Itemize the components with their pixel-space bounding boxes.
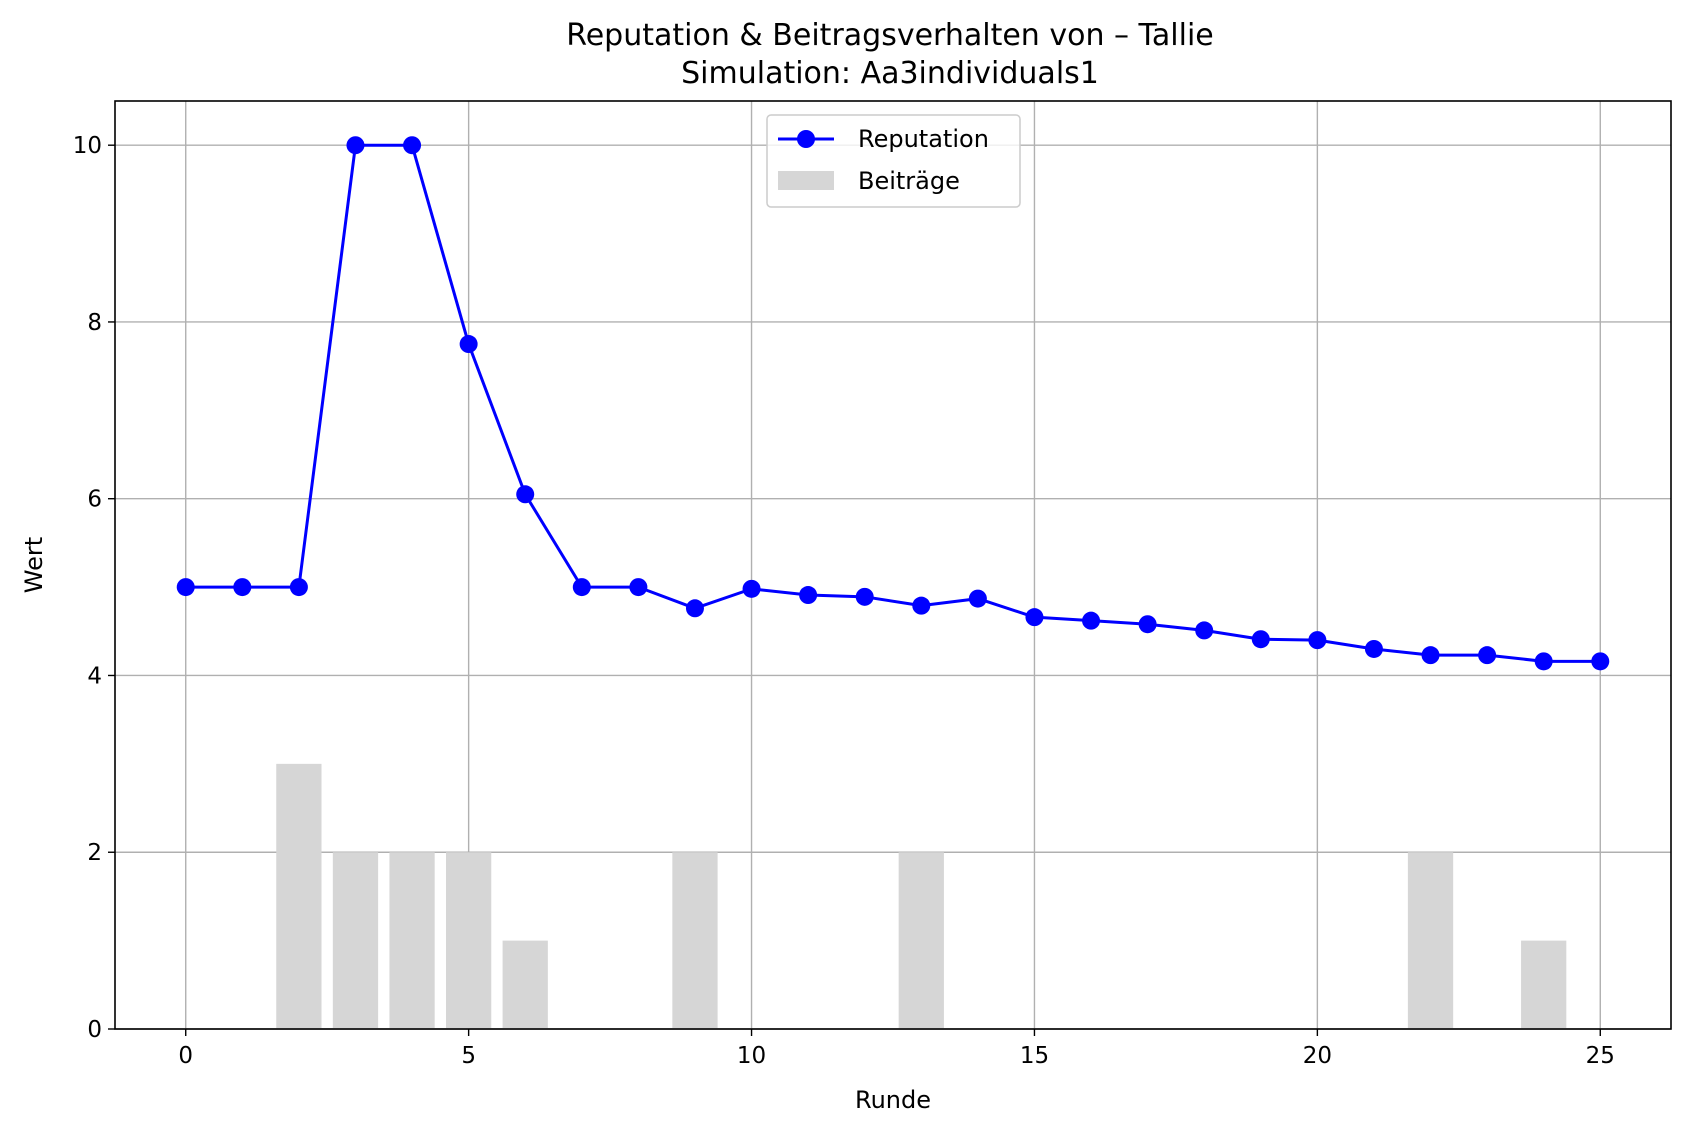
reputation-point <box>1421 646 1440 665</box>
y-tick-label: 10 <box>73 133 102 159</box>
reputation-point <box>1251 630 1270 649</box>
reputation-point <box>403 136 422 155</box>
x-tick-label: 0 <box>178 1043 193 1069</box>
reputation-point <box>233 578 252 597</box>
y-tick-label: 4 <box>87 663 102 689</box>
x-tick-label: 20 <box>1303 1043 1332 1069</box>
chart-subtitle: Simulation: Aa3individuals1 <box>681 56 1099 91</box>
y-tick-label: 6 <box>87 487 102 513</box>
y-tick-label: 8 <box>87 310 102 336</box>
plot-frame <box>114 100 1672 1030</box>
reputation-point <box>685 599 704 618</box>
reputation-point <box>289 578 308 597</box>
contribution-bar <box>332 852 379 1029</box>
x-tick-label: 25 <box>1586 1043 1615 1069</box>
x-tick-label: 5 <box>461 1043 476 1069</box>
reputation-point <box>176 578 195 597</box>
reputation-point <box>1364 639 1383 658</box>
reputation-point <box>1308 631 1327 650</box>
reputation-point <box>629 578 648 597</box>
reputation-point <box>1195 621 1214 640</box>
x-tick-label: 15 <box>1020 1043 1049 1069</box>
legend-reputation-marker <box>797 130 815 148</box>
contribution-bars <box>276 763 1567 1029</box>
reputation-point <box>855 587 874 606</box>
contribution-bar <box>276 763 322 1029</box>
reputation-line <box>176 136 1610 671</box>
x-axis-ticks: 0 5 10 15 20 25 <box>178 1029 1615 1069</box>
contribution-bar <box>1521 940 1567 1029</box>
legend-reputation-label: Reputation <box>858 125 989 153</box>
reputation-point <box>1025 608 1044 627</box>
contribution-bar <box>502 940 548 1029</box>
legend-beitraege-swatch <box>778 171 834 190</box>
contribution-bar <box>389 852 435 1029</box>
reputation-point <box>572 578 591 597</box>
reputation-point <box>968 589 987 608</box>
reputation-point <box>742 579 761 598</box>
reputation-point <box>1534 652 1553 671</box>
y-tick-label: 0 <box>87 1017 102 1043</box>
reputation-point <box>1478 646 1497 665</box>
reputation-point <box>516 485 535 504</box>
contribution-bar <box>898 852 944 1029</box>
contribution-bar <box>446 852 492 1029</box>
contribution-bar <box>672 852 718 1029</box>
x-tick-label: 10 <box>737 1043 766 1069</box>
reputation-point <box>459 335 478 354</box>
reputation-point <box>1138 615 1157 634</box>
y-tick-label: 2 <box>87 840 102 866</box>
x-axis-label: Runde <box>855 1086 931 1114</box>
legend-beitraege-label: Beiträge <box>858 167 960 195</box>
reputation-point <box>346 136 365 155</box>
reputation-point <box>1082 611 1101 630</box>
y-axis-ticks: 0 2 4 6 8 10 <box>73 133 115 1043</box>
reputation-polyline <box>185 143 1601 663</box>
reputation-point <box>1591 652 1610 671</box>
reputation-point <box>799 586 818 605</box>
reputation-point <box>912 596 931 615</box>
legend: Reputation Beiträge <box>766 114 1021 208</box>
contribution-bar <box>1407 852 1454 1029</box>
chart-title: Reputation & Beitragsverhalten von – Tal… <box>566 18 1214 53</box>
y-axis-label: Wert <box>20 537 48 593</box>
